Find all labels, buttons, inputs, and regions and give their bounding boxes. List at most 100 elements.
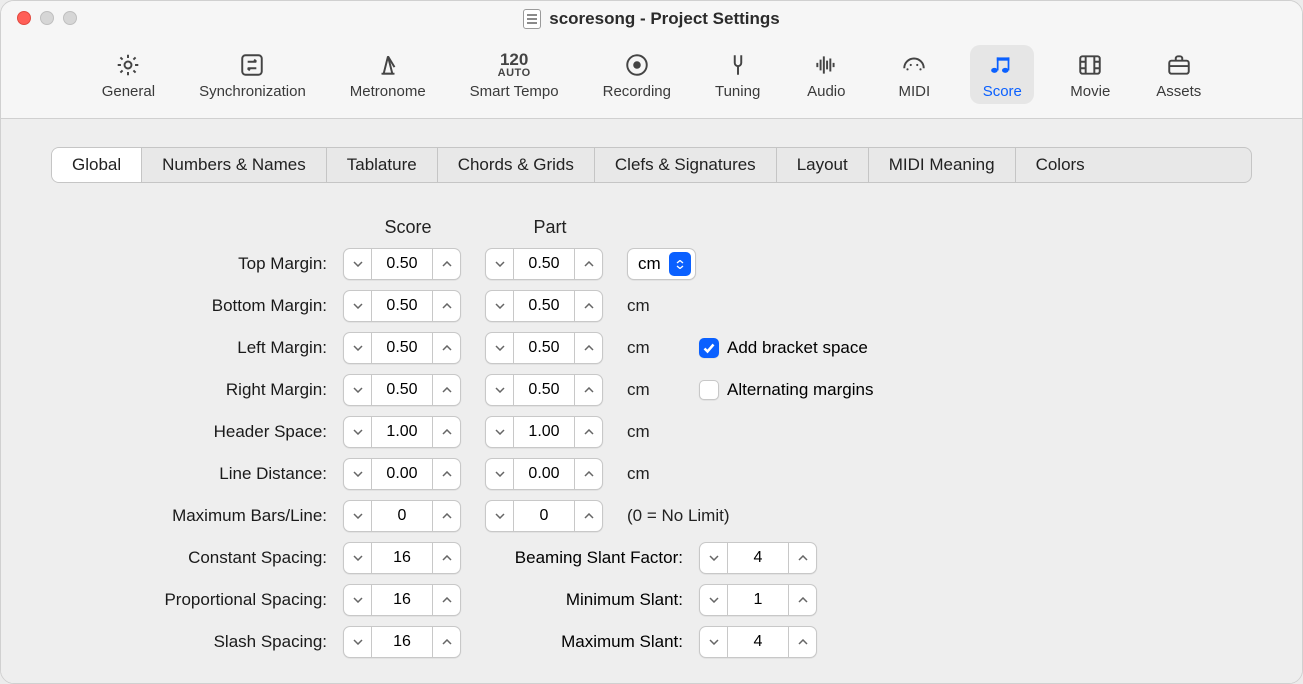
step-up-button[interactable]: [788, 543, 816, 573]
step-down-button[interactable]: [486, 501, 514, 531]
step-down-button[interactable]: [700, 627, 728, 657]
top-margin-part-stepper[interactable]: 0.50: [485, 248, 603, 280]
step-down-button[interactable]: [344, 249, 372, 279]
alternating-margins-checkbox[interactable]: [699, 380, 719, 400]
toolbar-audio[interactable]: Audio: [794, 45, 858, 104]
stepper-value[interactable]: 0.50: [514, 249, 574, 279]
header-space-part-stepper[interactable]: 1.00: [485, 416, 603, 448]
stepper-value[interactable]: 0.50: [372, 375, 432, 405]
max-bars-score-stepper[interactable]: 0: [343, 500, 461, 532]
step-up-button[interactable]: [432, 501, 460, 531]
step-up-button[interactable]: [574, 417, 602, 447]
stepper-value[interactable]: 0.50: [372, 249, 432, 279]
step-down-button[interactable]: [486, 375, 514, 405]
toolbar-smart-tempo[interactable]: 120 AUTO Smart Tempo: [460, 45, 569, 104]
top-margin-score-stepper[interactable]: 0.50: [343, 248, 461, 280]
step-up-button[interactable]: [788, 627, 816, 657]
step-up-button[interactable]: [574, 333, 602, 363]
stepper-value[interactable]: 0.50: [514, 333, 574, 363]
toolbar-metronome[interactable]: Metronome: [340, 45, 436, 104]
step-up-button[interactable]: [574, 249, 602, 279]
stepper-value[interactable]: 0.50: [372, 333, 432, 363]
toolbar-midi[interactable]: MIDI: [882, 45, 946, 104]
step-up-button[interactable]: [432, 375, 460, 405]
step-down-button[interactable]: [344, 501, 372, 531]
stepper-value[interactable]: 0.50: [372, 291, 432, 321]
stepper-value[interactable]: 0.00: [514, 459, 574, 489]
minimize-window-button[interactable]: [40, 11, 54, 25]
step-down-button[interactable]: [486, 249, 514, 279]
subtab-numbers-names[interactable]: Numbers & Names: [142, 148, 327, 182]
step-down-button[interactable]: [344, 333, 372, 363]
stepper-value[interactable]: 1: [728, 585, 788, 615]
toolbar-assets[interactable]: Assets: [1146, 45, 1211, 104]
subtab-global[interactable]: Global: [52, 148, 142, 182]
max-bars-part-stepper[interactable]: 0: [485, 500, 603, 532]
bottom-margin-part-stepper[interactable]: 0.50: [485, 290, 603, 322]
step-down-button[interactable]: [344, 585, 372, 615]
step-up-button[interactable]: [788, 585, 816, 615]
stepper-value[interactable]: 0.00: [372, 459, 432, 489]
stepper-value[interactable]: 0: [514, 501, 574, 531]
toolbar-movie[interactable]: Movie: [1058, 45, 1122, 104]
stepper-value[interactable]: 16: [372, 543, 432, 573]
subtab-chords-grids[interactable]: Chords & Grids: [438, 148, 595, 182]
close-window-button[interactable]: [17, 11, 31, 25]
step-up-button[interactable]: [432, 333, 460, 363]
step-down-button[interactable]: [344, 375, 372, 405]
step-up-button[interactable]: [574, 459, 602, 489]
toolbar-tuning[interactable]: Tuning: [705, 45, 770, 104]
line-distance-score-stepper[interactable]: 0.00: [343, 458, 461, 490]
step-down-button[interactable]: [344, 627, 372, 657]
bottom-margin-score-stepper[interactable]: 0.50: [343, 290, 461, 322]
left-margin-part-stepper[interactable]: 0.50: [485, 332, 603, 364]
left-margin-score-stepper[interactable]: 0.50: [343, 332, 461, 364]
zoom-window-button[interactable]: [63, 11, 77, 25]
step-down-button[interactable]: [344, 291, 372, 321]
step-down-button[interactable]: [700, 543, 728, 573]
unit-select[interactable]: cm: [627, 248, 696, 280]
toolbar-general[interactable]: General: [92, 45, 165, 104]
add-bracket-space-checkbox[interactable]: [699, 338, 719, 358]
step-up-button[interactable]: [432, 249, 460, 279]
constant-spacing-stepper[interactable]: 16: [343, 542, 461, 574]
stepper-value[interactable]: 0.50: [514, 291, 574, 321]
stepper-value[interactable]: 16: [372, 585, 432, 615]
toolbar-sync[interactable]: Synchronization: [189, 45, 316, 104]
subtab-midi-meaning[interactable]: MIDI Meaning: [869, 148, 1016, 182]
right-margin-score-stepper[interactable]: 0.50: [343, 374, 461, 406]
step-up-button[interactable]: [432, 459, 460, 489]
step-up-button[interactable]: [432, 417, 460, 447]
step-up-button[interactable]: [574, 375, 602, 405]
stepper-value[interactable]: 0: [372, 501, 432, 531]
max-slant-stepper[interactable]: 4: [699, 626, 817, 658]
subtab-layout[interactable]: Layout: [777, 148, 869, 182]
step-up-button[interactable]: [432, 627, 460, 657]
step-up-button[interactable]: [432, 543, 460, 573]
stepper-value[interactable]: 16: [372, 627, 432, 657]
step-up-button[interactable]: [432, 291, 460, 321]
step-down-button[interactable]: [486, 459, 514, 489]
step-down-button[interactable]: [486, 333, 514, 363]
step-down-button[interactable]: [344, 459, 372, 489]
stepper-value[interactable]: 1.00: [372, 417, 432, 447]
step-down-button[interactable]: [700, 585, 728, 615]
right-margin-part-stepper[interactable]: 0.50: [485, 374, 603, 406]
step-down-button[interactable]: [486, 417, 514, 447]
step-up-button[interactable]: [574, 291, 602, 321]
header-space-score-stepper[interactable]: 1.00: [343, 416, 461, 448]
subtab-colors[interactable]: Colors: [1016, 148, 1105, 182]
stepper-value[interactable]: 0.50: [514, 375, 574, 405]
step-up-button[interactable]: [574, 501, 602, 531]
slash-spacing-stepper[interactable]: 16: [343, 626, 461, 658]
stepper-value[interactable]: 1.00: [514, 417, 574, 447]
proportional-spacing-stepper[interactable]: 16: [343, 584, 461, 616]
step-down-button[interactable]: [344, 417, 372, 447]
stepper-value[interactable]: 4: [728, 627, 788, 657]
step-down-button[interactable]: [486, 291, 514, 321]
stepper-value[interactable]: 4: [728, 543, 788, 573]
toolbar-recording[interactable]: Recording: [593, 45, 681, 104]
line-distance-part-stepper[interactable]: 0.00: [485, 458, 603, 490]
step-down-button[interactable]: [344, 543, 372, 573]
beaming-slant-stepper[interactable]: 4: [699, 542, 817, 574]
